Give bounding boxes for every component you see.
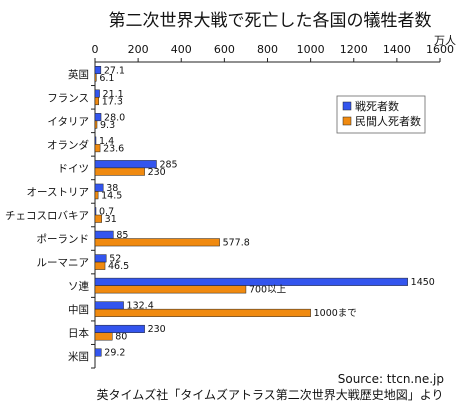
data-label: 700以上: [249, 285, 287, 296]
bar: [94, 191, 99, 200]
bar: [94, 183, 104, 192]
category-label: 英国: [68, 68, 89, 81]
x-tick-label: 1200: [340, 43, 368, 56]
legend-swatch-killed: [342, 101, 352, 111]
data-label: 29.2: [104, 348, 125, 359]
x-tick-label: 1600: [426, 43, 454, 56]
data-label: 38: [106, 183, 118, 194]
bar: [94, 66, 102, 75]
bar: [94, 120, 98, 129]
category-label: オランダ: [47, 138, 89, 151]
data-label: 80: [115, 332, 127, 343]
bar: [94, 308, 311, 317]
bar: [94, 238, 220, 247]
data-label: 9.3: [100, 120, 115, 131]
bar: [94, 73, 97, 82]
data-label: 285: [159, 159, 177, 170]
x-tick-label: 1400: [383, 43, 411, 56]
data-label: 23.6: [103, 143, 124, 154]
data-label: 0.7: [99, 207, 114, 218]
data-label: 6.1: [99, 73, 114, 84]
bar: [94, 301, 124, 310]
data-label: 1.4: [99, 136, 114, 147]
data-label: 1000まで: [314, 308, 357, 319]
category-label: 中国: [68, 303, 89, 316]
category-labels: 英国フランスイタリアオランダドイツオーストリアチェコスロバキアポーランドルーマニ…: [5, 68, 95, 369]
category-label: ソ連: [68, 280, 89, 293]
data-label: 230: [148, 167, 166, 178]
bar: [94, 332, 113, 341]
bar: [94, 144, 101, 153]
chart-title: 第二次世界大戦で死亡した各国の犠牲者数: [109, 11, 432, 31]
unit-label: 万人: [434, 34, 456, 47]
legend-box: [336, 95, 426, 134]
data-label: 577.8: [223, 238, 250, 249]
data-label: 85: [116, 230, 128, 241]
category-label: チェコスロバキア: [5, 210, 89, 222]
bar: [94, 136, 97, 145]
bar: [94, 254, 107, 263]
category-label: ポーランド: [37, 234, 90, 246]
data-label: 28.0: [104, 112, 125, 123]
data-label: 31: [105, 214, 117, 225]
bar: [94, 113, 102, 122]
x-tick-label: 1000: [297, 43, 325, 56]
x-tick-label: 400: [171, 43, 192, 56]
x-tick-label: 600: [214, 43, 235, 56]
category-label: イタリア: [47, 116, 89, 128]
category-label: ルーマニア: [37, 257, 90, 269]
data-label: 27.1: [104, 65, 125, 76]
category-label: オーストリア: [27, 186, 89, 198]
data-label: 17.3: [102, 96, 123, 107]
bar: [94, 167, 145, 176]
legend-label-killed: 戦死者数: [355, 100, 399, 113]
category-label: フランス: [47, 92, 89, 104]
bar: [94, 97, 99, 106]
data-label: 230: [148, 324, 166, 335]
x-tick-label: 0: [92, 43, 99, 56]
data-label: 46.5: [108, 261, 129, 272]
category-label: 日本: [68, 327, 89, 340]
bar: [94, 285, 247, 294]
credit-note: 英タイムズ社「タイムズアトラス第二次世界大戦歴史地図」より: [96, 387, 443, 402]
bar: [94, 89, 100, 98]
bar: [94, 207, 97, 216]
x-tick-label: 800: [257, 43, 278, 56]
legend-label-civilian: 民間人死者数: [355, 115, 421, 128]
bar: [94, 261, 106, 270]
category-label: ドイツ: [58, 163, 90, 175]
data-label: 21.1: [103, 89, 124, 100]
data-label: 132.4: [127, 301, 154, 312]
bar: [94, 214, 102, 223]
legend: 戦死者数 民間人死者数: [336, 95, 426, 134]
source-note: Source: ttcn.ne.jp: [338, 372, 444, 386]
data-label: 14.5: [101, 190, 122, 201]
x-axis-ticks: 0 200 400 600 800 1000 1200 1400 1600: [92, 43, 454, 62]
x-tick-label: 200: [128, 43, 149, 56]
data-label: 1450: [411, 277, 435, 288]
bar: [94, 230, 114, 239]
legend-swatch-civilian: [342, 116, 352, 126]
bar: [94, 277, 408, 286]
bar: [94, 348, 102, 357]
data-label: 52: [109, 254, 121, 265]
bar: [94, 324, 145, 333]
category-label: 米国: [68, 350, 89, 363]
bars: 27.16.121.117.328.09.31.423.62852303814.…: [94, 65, 435, 359]
